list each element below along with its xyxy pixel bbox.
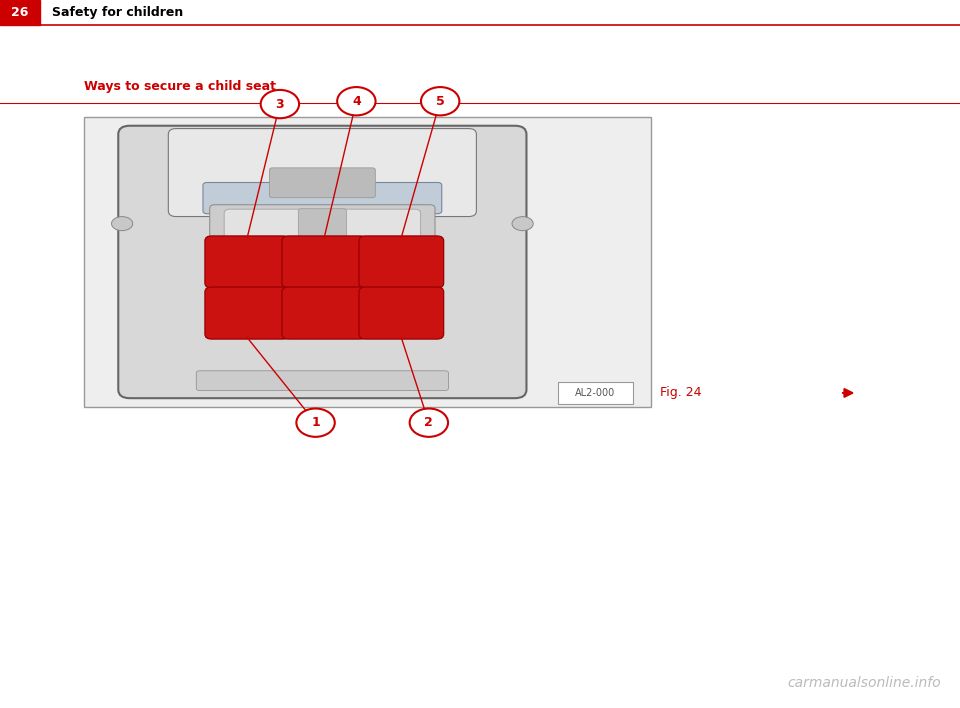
Text: 3: 3 bbox=[276, 98, 284, 110]
FancyBboxPatch shape bbox=[209, 205, 435, 256]
Text: Ways to secure a child seat: Ways to secure a child seat bbox=[84, 81, 276, 93]
FancyBboxPatch shape bbox=[332, 209, 420, 258]
FancyBboxPatch shape bbox=[359, 236, 444, 288]
Circle shape bbox=[261, 90, 300, 118]
FancyBboxPatch shape bbox=[118, 126, 526, 398]
FancyBboxPatch shape bbox=[203, 183, 442, 214]
Text: 1: 1 bbox=[311, 416, 320, 429]
FancyBboxPatch shape bbox=[558, 382, 633, 404]
Ellipse shape bbox=[512, 217, 533, 231]
FancyBboxPatch shape bbox=[282, 287, 367, 339]
FancyBboxPatch shape bbox=[225, 209, 313, 258]
Text: carmanualsonline.info: carmanualsonline.info bbox=[787, 676, 941, 690]
FancyBboxPatch shape bbox=[359, 287, 444, 339]
FancyBboxPatch shape bbox=[84, 117, 651, 407]
Text: 2: 2 bbox=[424, 416, 433, 429]
FancyBboxPatch shape bbox=[168, 129, 476, 217]
FancyBboxPatch shape bbox=[282, 236, 367, 288]
Text: AL2-000: AL2-000 bbox=[575, 388, 615, 398]
FancyBboxPatch shape bbox=[204, 287, 290, 339]
Text: 5: 5 bbox=[436, 95, 444, 108]
Circle shape bbox=[337, 87, 375, 115]
Ellipse shape bbox=[111, 217, 132, 231]
Circle shape bbox=[421, 87, 460, 115]
Text: 26: 26 bbox=[12, 6, 29, 19]
Circle shape bbox=[297, 409, 335, 437]
Text: 4: 4 bbox=[352, 95, 361, 108]
FancyBboxPatch shape bbox=[299, 209, 347, 259]
Text: Safety for children: Safety for children bbox=[52, 6, 183, 19]
FancyBboxPatch shape bbox=[270, 168, 375, 198]
FancyBboxPatch shape bbox=[196, 371, 448, 390]
Circle shape bbox=[410, 409, 448, 437]
Bar bbox=[0, 0, 40, 25]
FancyBboxPatch shape bbox=[204, 236, 290, 288]
Text: Fig. 24: Fig. 24 bbox=[660, 387, 702, 399]
